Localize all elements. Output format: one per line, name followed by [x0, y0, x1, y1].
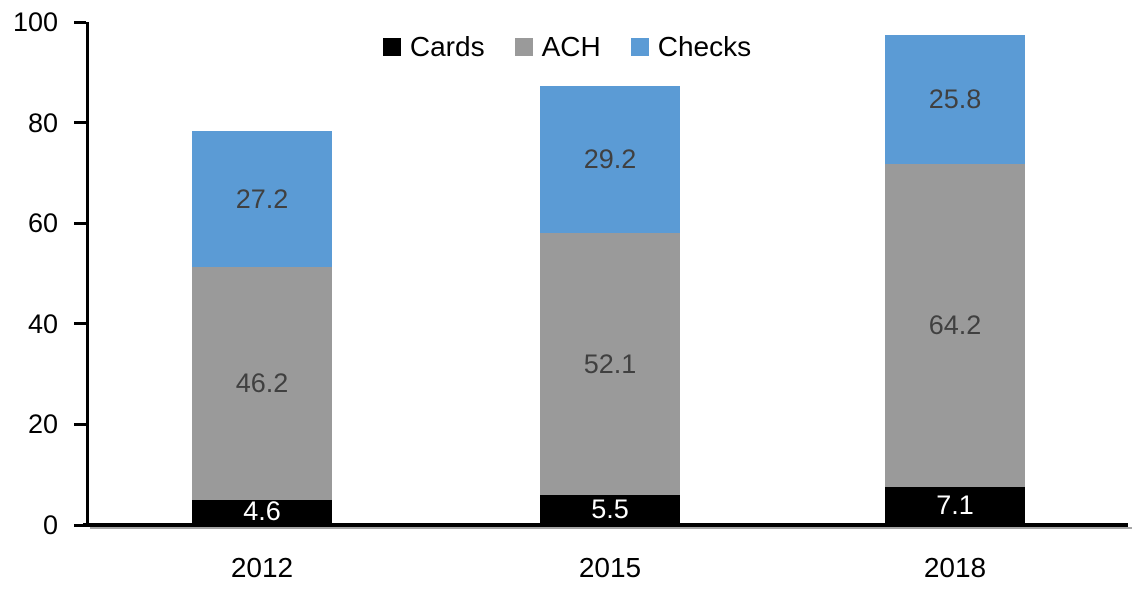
legend-swatch-ach-icon	[514, 38, 533, 56]
y-tick-label: 100	[12, 7, 58, 37]
legend-swatch-cards-icon	[382, 38, 401, 56]
y-tick-label: 80	[27, 108, 58, 138]
y-tick-mark	[74, 121, 86, 124]
data-label: 25.8	[928, 83, 982, 114]
bar-segment-2018-ach: 64.2	[885, 164, 1025, 488]
bar-segment-2015-ach: 52.1	[540, 233, 680, 496]
data-label: 64.2	[928, 310, 982, 341]
data-label: 5.5	[591, 493, 629, 524]
data-label: 29.2	[583, 144, 637, 175]
x-axis-label: 2012	[230, 552, 294, 583]
legend-label: ACH	[541, 31, 601, 62]
legend-item-ach: ACH	[514, 31, 601, 62]
legend-swatch-checks-icon	[630, 38, 649, 56]
y-tick-mark	[74, 524, 86, 527]
legend-label: Checks	[657, 31, 752, 62]
bar-segment-2015-checks: 29.2	[540, 86, 680, 234]
legend-label: Cards	[409, 31, 485, 62]
bar-segment-2012-cards: 4.6	[192, 495, 332, 526]
legend-item-checks: Checks	[630, 31, 752, 62]
bar-segment-2018-checks: 25.8	[885, 34, 1025, 165]
y-tick-mark	[74, 322, 86, 325]
data-label: 7.1	[936, 489, 974, 520]
x-axis-shadow	[90, 527, 1132, 529]
y-tick-mark	[74, 423, 86, 426]
data-label: 52.1	[583, 348, 637, 379]
x-axis-label: 2015	[578, 552, 642, 583]
bar-segment-2015-cards: 5.5	[540, 495, 680, 523]
bar-segment-2012-ach: 46.2	[192, 267, 332, 500]
bar-segment-2018-cards: 7.1	[885, 487, 1025, 523]
y-tick-label: 60	[27, 208, 58, 238]
y-axis-line	[86, 22, 89, 527]
y-tick-mark	[74, 21, 86, 24]
y-tick-mark	[74, 222, 86, 225]
data-label: 4.6	[243, 495, 281, 526]
y-tick-label: 20	[27, 409, 58, 439]
x-axis-label: 2018	[923, 552, 987, 583]
x-axis-line	[83, 523, 1128, 527]
data-label: 46.2	[235, 368, 289, 399]
chart-legend: Cards ACH Checks	[0, 33, 1134, 61]
bar-segment-2012-checks: 27.2	[192, 130, 332, 268]
legend-item-cards: Cards	[382, 31, 485, 62]
y-tick-label: 40	[27, 309, 58, 339]
data-label: 27.2	[235, 183, 289, 214]
y-tick-label: 0	[42, 510, 58, 540]
